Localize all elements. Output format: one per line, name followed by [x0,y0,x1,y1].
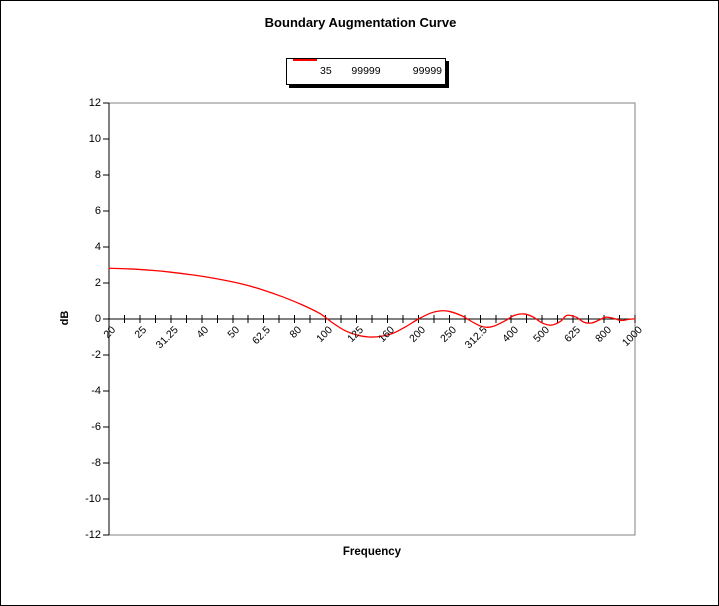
y-tick-label: -6 [91,421,101,433]
legend[interactable]: 35 99999 99999 [286,58,446,85]
y-axis-title: dB [59,310,71,326]
y-tick-label: -10 [85,493,101,505]
y-tick-label: 10 [88,133,101,145]
x-tick-label: 62.5 [250,324,274,347]
y-tick-label: 2 [94,277,101,289]
y-tick-label: 4 [94,241,101,253]
x-tick-label: 500 [530,324,552,345]
legend-value-2: 99999 [412,65,442,77]
y-tick-label: -4 [91,385,101,397]
legend-line-swatch [293,59,317,61]
x-tick-label: 160 [376,324,397,345]
chart-title: Boundary Augmentation Curve [264,15,457,30]
x-tick-label: 20 [101,324,119,341]
y-tick-label: 12 [88,97,101,109]
x-tick-label: 312.5 [462,324,490,352]
series-line [108,267,636,338]
legend-series-label: 35 [320,65,332,77]
x-tick-label: 50 [225,324,243,341]
x-tick-label: 250 [437,324,459,345]
y-tick-label: -2 [91,349,101,361]
x-tick-label: 125 [345,324,367,345]
x-tick-label: 800 [592,324,614,345]
y-tick-label: 0 [94,313,101,325]
x-tick-label: 31.25 [153,324,181,352]
x-tick-label: 400 [499,324,521,345]
x-axis-title: Frequency [342,546,402,558]
legend-value-1: 99999 [351,65,381,77]
plot-border [109,102,636,536]
x-tick-label: 625 [561,324,583,345]
x-tick-label: 1000 [619,324,645,350]
y-tick-label: -12 [85,529,101,541]
x-tick-label: 40 [194,324,212,341]
y-tick-label: 8 [94,169,101,181]
y-tick-label: -8 [91,457,101,469]
x-tick-label: 25 [132,324,150,341]
x-tick-label: 80 [287,324,305,341]
y-tick-label: 6 [94,205,101,217]
x-tick-label: 100 [314,324,336,345]
x-tick-label: 200 [407,324,428,345]
